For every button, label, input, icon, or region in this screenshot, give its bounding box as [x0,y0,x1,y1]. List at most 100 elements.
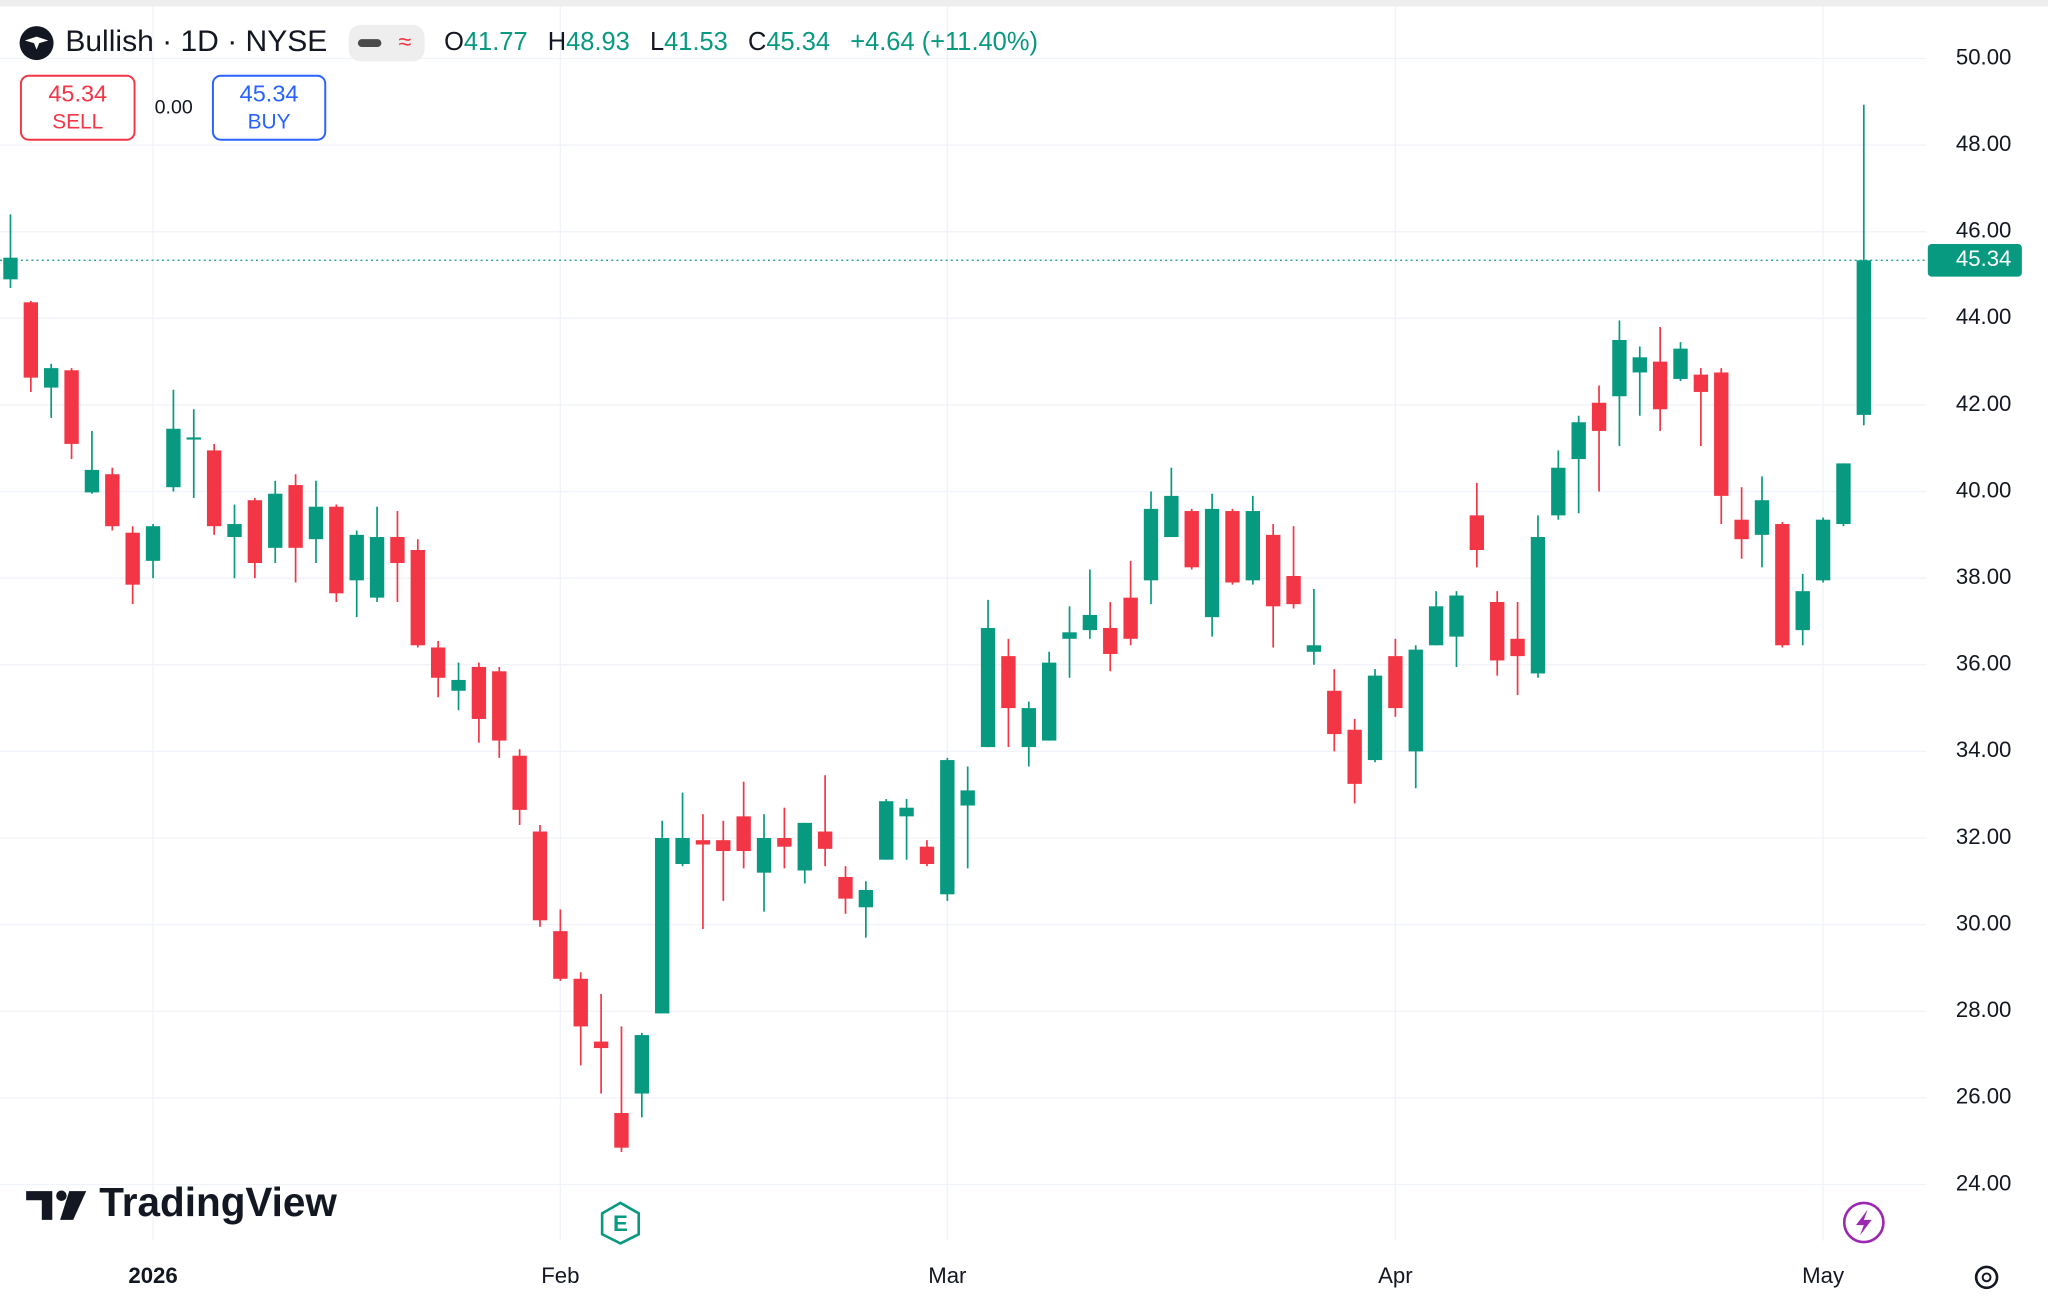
candle-body [1428,606,1444,646]
candle-body [268,493,283,548]
candle-body [1469,515,1485,551]
candle-body [1123,597,1138,639]
candle-body [1836,463,1851,525]
candle-body [1164,495,1179,538]
brand-logo [26,1190,87,1220]
marks-layer [0,104,1927,1153]
x-tick-label: Feb [541,1263,579,1288]
candle-body [1449,595,1464,637]
news-icon [1855,1209,1872,1236]
ohlc-change: +4.64 (+11.40%) [850,28,1038,56]
candle-body [308,506,324,540]
candle-body [817,831,833,849]
candle-body [1388,656,1403,709]
candle-body [329,506,344,594]
mode-toggle[interactable] [348,24,425,62]
candle-body [145,526,161,561]
buy-button[interactable] [211,74,327,141]
candle-body [3,257,18,280]
candle-body [247,500,263,564]
candle-body [1754,500,1770,535]
candle-body [369,537,385,598]
settings-icon[interactable] [1974,1265,1999,1290]
candle-body [777,838,792,847]
candle-body [206,450,222,527]
candle-body [1327,690,1342,735]
candle-body [614,1113,629,1148]
settings-icon-center [1981,1272,1992,1283]
candle-body [879,801,894,860]
y-tick-label: 28.00 [1956,997,2012,1022]
y-tick-label: 26.00 [1956,1084,2012,1109]
earnings-badge-label: E [613,1211,628,1236]
candle-body [675,838,690,865]
candle-body [1225,511,1240,583]
sell-price: 45.34 [48,81,107,107]
candle-body [1266,534,1281,607]
candle-body [1530,537,1546,674]
last-price-badge [1927,243,2022,277]
ohlc-letter: H [548,28,566,56]
candle-body [1632,357,1647,373]
candle-body [105,474,120,527]
y-tick-label: 50.00 [1956,44,2012,69]
candle-body [1612,339,1627,397]
candle-body [1856,260,1871,415]
logo-part [26,1191,53,1220]
candle-body [1734,519,1749,540]
candle-body [512,755,527,810]
toggle-approx: ≈ [398,28,411,54]
earnings-badge[interactable] [600,1201,641,1245]
buy-price: 45.34 [240,81,299,107]
logo-part [60,1191,87,1220]
candle-body [553,931,568,979]
candle-body [1510,638,1525,657]
spread: 0.00 [155,97,193,119]
logo-part [56,1190,67,1201]
candle-body [227,524,242,538]
symbol-title: Bullish · 1D · NYSE [65,25,327,58]
candle-body [1408,649,1423,752]
candle-body [288,485,303,548]
candle-body [899,807,914,817]
candle-body [1204,508,1220,618]
candle-body [1571,422,1586,460]
candle-body [1184,511,1199,568]
candle-body [695,840,711,845]
candle-body [1795,591,1810,631]
candle-body [919,846,935,865]
ohlc-value: 41.77 [464,28,528,56]
candle-body [573,978,588,1027]
candle-body [1815,519,1831,581]
candle-body [410,550,425,646]
x-tick-label: Apr [1378,1263,1413,1288]
candle-body [471,666,487,719]
candle-body [430,647,446,678]
candle-body [1103,627,1118,654]
y-tick-label: 36.00 [1956,651,2012,676]
ohlc-value: 45.34 [766,28,830,56]
y-tick-label: 44.00 [1956,304,2012,329]
candle-body [1591,402,1607,431]
candle-body [1347,729,1362,784]
ohlc-legend: O41.77 H48.93 L41.53 C45.34 +4.64 (+11.4… [444,28,1038,56]
candle-body [1693,374,1709,392]
candle-body [593,1041,609,1049]
candle-body [1143,508,1159,581]
ohlc-value: 41.53 [664,28,728,56]
x-tick-label: 2026 [128,1263,177,1288]
candle-body [1062,632,1077,639]
candle-body [980,627,996,748]
candle-body [64,370,79,444]
candle-body [1551,467,1566,516]
buy-label: BUY [248,110,291,133]
candle-body [1714,372,1729,496]
y-tick-label: 42.00 [1956,391,2012,416]
sell-button[interactable] [19,74,136,141]
candle-body [166,428,181,488]
candle-body [186,437,201,440]
ohlc-letter: L [650,28,664,56]
candle-body [655,838,670,1014]
